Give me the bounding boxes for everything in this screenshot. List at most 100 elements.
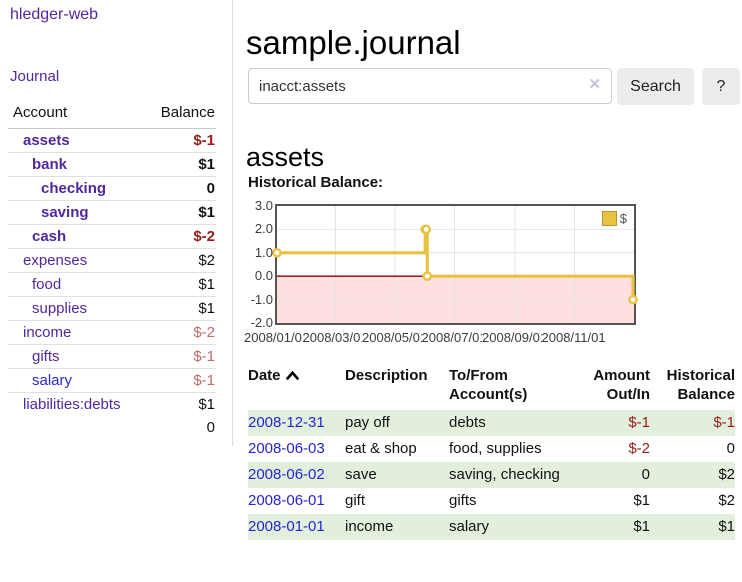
account-row: assets $-1 xyxy=(8,129,216,153)
amount-cell: $-1 xyxy=(561,410,650,436)
account-link[interactable]: food xyxy=(32,275,61,294)
amount-column-header: Amount Out/In xyxy=(561,362,650,410)
account-row: food $1 xyxy=(8,273,216,297)
clear-search-icon[interactable]: ✕ xyxy=(588,76,601,94)
date-column-header[interactable]: Date xyxy=(248,362,345,410)
transaction-date-link[interactable]: 2008-01-01 xyxy=(248,518,325,535)
account-link[interactable]: cash xyxy=(32,227,66,246)
account-row: liabilities:debts $1 xyxy=(8,393,216,417)
x-axis-tick-label: 2008/07/01 xyxy=(422,330,487,345)
account-link[interactable]: liabilities:debts xyxy=(23,395,121,414)
account-row: cash $-2 xyxy=(8,225,216,249)
accounts-cell: saving, checking xyxy=(449,462,561,488)
account-link[interactable]: assets xyxy=(23,131,70,150)
search-button[interactable]: Search xyxy=(617,68,694,105)
sort-ascending-icon xyxy=(286,371,299,380)
balance-cell: $2 xyxy=(650,462,735,488)
accounts-column-header: To/From Account(s) xyxy=(449,362,561,410)
account-balance: $-1 xyxy=(144,369,216,393)
date-cell: 2008-06-02 xyxy=(248,462,345,488)
account-row: gifts $-1 xyxy=(8,345,216,369)
account-row: supplies $1 xyxy=(8,297,216,321)
chart-legend: $ xyxy=(602,211,627,226)
balance-cell: 0 xyxy=(650,436,735,462)
y-axis-tick-label: 1.0 xyxy=(248,245,273,261)
balance-cell: $1 xyxy=(650,514,735,540)
description-cell: eat & shop xyxy=(345,436,449,462)
transaction-date-link[interactable]: 2008-06-01 xyxy=(248,492,325,509)
sidebar-divider xyxy=(232,0,233,446)
register-body: 2008-12-31pay offdebts$-1$-1 2008-06-03 ea… xyxy=(248,410,735,540)
account-row: salary $-1 xyxy=(8,369,216,393)
date-cell: 2008-01-01 xyxy=(248,514,345,540)
x-axis-tick-label: 2008/03/01 xyxy=(303,330,368,345)
account-link[interactable]: supplies xyxy=(32,299,87,318)
account-row: checking 0 xyxy=(8,177,216,201)
account-balance: $1 xyxy=(144,273,216,297)
account-link[interactable]: bank xyxy=(32,155,67,174)
account-balance: $2 xyxy=(144,249,216,273)
account-heading: assets xyxy=(246,142,324,173)
account-balance: $-2 xyxy=(144,225,216,249)
y-axis-tick-label: -2.0 xyxy=(248,315,273,331)
account-balance: $-1 xyxy=(144,345,216,369)
y-axis-tick-label: -1.0 xyxy=(248,292,273,308)
date-cell: 2008-12-31 xyxy=(248,410,345,436)
account-link[interactable]: salary xyxy=(32,371,72,390)
search-input[interactable] xyxy=(248,68,612,104)
x-axis-tick-label: 2008/11/01 xyxy=(542,330,606,345)
search-form: ✕ xyxy=(248,68,612,105)
amount-cell: $1 xyxy=(561,514,650,540)
account-total-value: 0 xyxy=(144,416,216,439)
account-balance: $-1 xyxy=(144,129,216,153)
transaction-row: 2008-06-03eat & shopfood, supplies$-20 xyxy=(248,436,735,462)
chart-plot-area: $ xyxy=(275,204,636,325)
x-axis-tick-label: 2008/05/01 xyxy=(362,330,427,345)
accounts-cell: food, supplies xyxy=(449,436,561,462)
transaction-date-link[interactable]: 2008-06-03 xyxy=(248,440,325,457)
transaction-date-link[interactable]: 2008-12-31 xyxy=(248,414,325,431)
account-link[interactable]: expenses xyxy=(23,251,87,270)
description-column-header: Description xyxy=(345,362,449,410)
account-tree-body: assets$-1bank$1checking0saving$1cash$-2e… xyxy=(8,129,216,417)
sidebar-item-journal[interactable]: Journal xyxy=(10,68,59,85)
account-link[interactable]: checking xyxy=(41,179,106,198)
account-row: bank $1 xyxy=(8,153,216,177)
help-button[interactable]: ? xyxy=(702,68,740,105)
account-link[interactable]: income xyxy=(23,323,71,342)
transaction-date-link[interactable]: 2008-06-02 xyxy=(248,466,325,483)
date-cell: 2008-06-01 xyxy=(248,488,345,514)
account-balance: $-2 xyxy=(144,321,216,345)
transaction-row: 2008-06-02savesaving, checking0$2 xyxy=(248,462,735,488)
transaction-row: 2008-12-31pay offdebts$-1$-1 xyxy=(248,410,735,436)
account-row: income $-2 xyxy=(8,321,216,345)
account-balance: $1 xyxy=(144,153,216,177)
account-balance-table: Account Balance assets $-1 bank $1 checking 0… xyxy=(8,98,216,439)
account-column-header: Account xyxy=(8,98,144,129)
account-link[interactable]: saving xyxy=(41,203,89,222)
amount-cell: $1 xyxy=(561,488,650,514)
account-balance: $1 xyxy=(144,201,216,225)
legend-label: $ xyxy=(620,211,627,226)
description-cell: income xyxy=(345,514,449,540)
description-cell: gift xyxy=(345,488,449,514)
account-row: expenses $2 xyxy=(8,249,216,273)
account-row: saving $1 xyxy=(8,201,216,225)
app-brand-link[interactable]: hledger-web xyxy=(10,6,98,24)
account-total-row: 0 xyxy=(8,416,216,439)
x-axis-tick-label: 2008/09/01 xyxy=(482,330,547,345)
page-title: sample.journal xyxy=(246,24,461,62)
account-balance: $1 xyxy=(144,393,216,417)
accounts-cell: salary xyxy=(449,514,561,540)
y-axis-tick-label: 3.0 xyxy=(248,198,273,214)
balance-cell: $-1 xyxy=(650,410,735,436)
legend-swatch-icon xyxy=(602,211,617,226)
balance-column-header: Balance xyxy=(144,98,216,129)
balance-column-header-main: Historical Balance xyxy=(650,362,735,410)
account-balance: 0 xyxy=(144,177,216,201)
account-balance: $1 xyxy=(144,297,216,321)
chart-title-label: Historical Balance: xyxy=(248,174,383,191)
date-cell: 2008-06-03 xyxy=(248,436,345,462)
account-link[interactable]: gifts xyxy=(32,347,60,366)
transaction-row: 2008-06-01giftgifts$1$2 xyxy=(248,488,735,514)
